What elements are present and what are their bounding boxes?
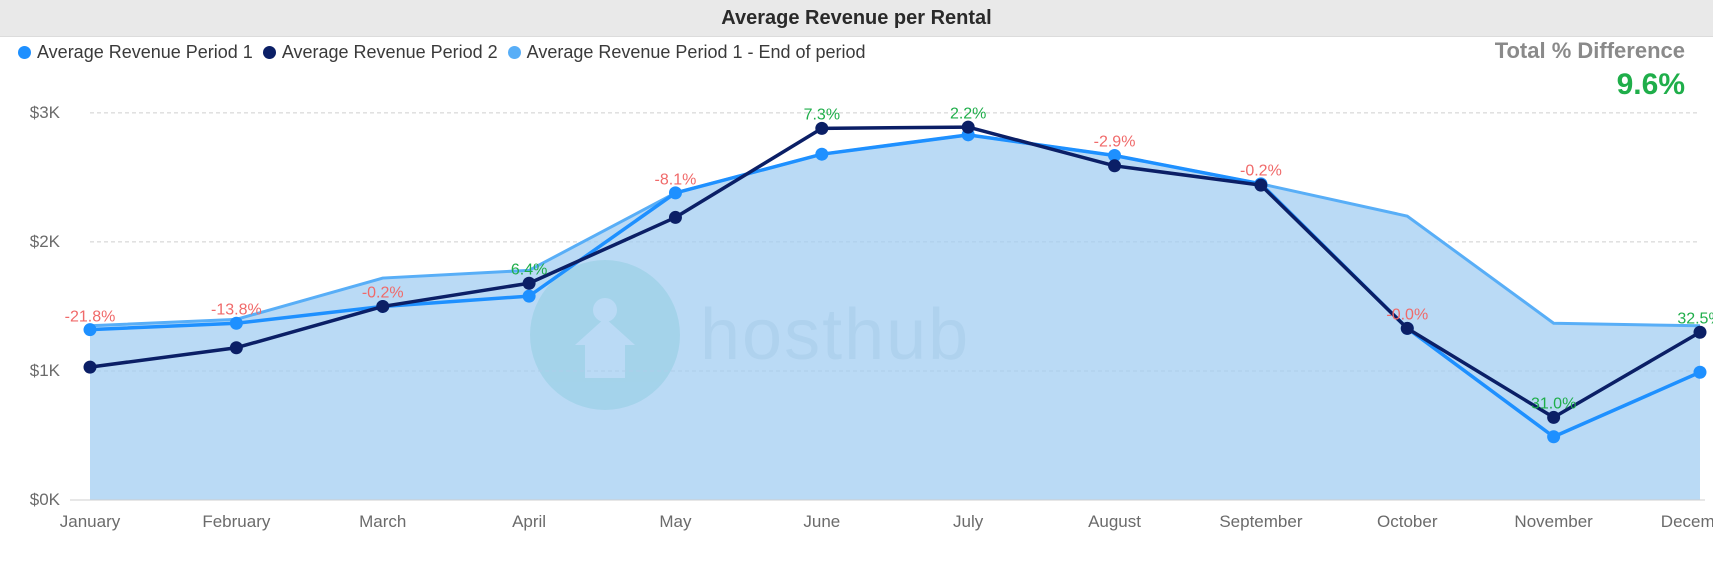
plot-area: hosthub $0K$1K$2K$3K JanuaryFebruaryMarc… xyxy=(0,80,1713,575)
pct-diff-label: -0.2% xyxy=(1240,162,1282,180)
x-tick-label: September xyxy=(1219,512,1302,532)
x-tick-label: March xyxy=(359,512,406,532)
x-tick-label: February xyxy=(202,512,270,532)
legend-dot-icon xyxy=(263,46,276,59)
y-tick-label: $1K xyxy=(10,361,60,381)
chart-svg xyxy=(0,80,1713,575)
chart-title-bar: Average Revenue per Rental xyxy=(0,0,1713,37)
pct-diff-label: -21.8% xyxy=(65,308,116,326)
legend-dot-icon xyxy=(508,46,521,59)
y-tick-label: $2K xyxy=(10,232,60,252)
legend-dot-icon xyxy=(18,46,31,59)
pct-diff-label: 6.4% xyxy=(511,262,547,280)
x-tick-label: August xyxy=(1088,512,1141,532)
legend-label: Average Revenue Period 1 - End of period xyxy=(527,42,866,63)
x-tick-label: June xyxy=(803,512,840,532)
chart-card: Average Revenue per Rental Average Reven… xyxy=(0,0,1713,575)
x-tick-label: July xyxy=(953,512,983,532)
chart-title: Average Revenue per Rental xyxy=(721,7,991,30)
pct-diff-label: -0.0% xyxy=(1386,307,1428,325)
legend-item-period2[interactable]: Average Revenue Period 2 xyxy=(263,42,498,63)
pct-diff-label: 7.3% xyxy=(804,107,840,125)
x-tick-label: April xyxy=(512,512,546,532)
legend-label: Average Revenue Period 2 xyxy=(282,42,498,63)
x-tick-label: December xyxy=(1661,512,1713,532)
pct-diff-label: 2.2% xyxy=(950,105,986,123)
legend: Average Revenue Period 1 Average Revenue… xyxy=(18,42,866,63)
y-tick-label: $0K xyxy=(10,490,60,510)
legend-item-end-of-period[interactable]: Average Revenue Period 1 - End of period xyxy=(508,42,866,63)
x-tick-label: November xyxy=(1514,512,1592,532)
pct-diff-label: -13.8% xyxy=(211,302,262,320)
pct-diff-label: -8.1% xyxy=(655,171,697,189)
pct-diff-label: 32.5% xyxy=(1677,311,1713,329)
pct-diff-label: -0.2% xyxy=(362,285,404,303)
x-tick-label: October xyxy=(1377,512,1437,532)
legend-item-period1[interactable]: Average Revenue Period 1 xyxy=(18,42,253,63)
legend-label: Average Revenue Period 1 xyxy=(37,42,253,63)
y-tick-label: $3K xyxy=(10,103,60,123)
pct-diff-label: 31.0% xyxy=(1531,396,1576,414)
x-tick-label: January xyxy=(60,512,120,532)
pct-diff-label: -2.9% xyxy=(1094,134,1136,152)
x-tick-label: May xyxy=(659,512,691,532)
summary-title: Total % Difference xyxy=(1495,38,1685,64)
